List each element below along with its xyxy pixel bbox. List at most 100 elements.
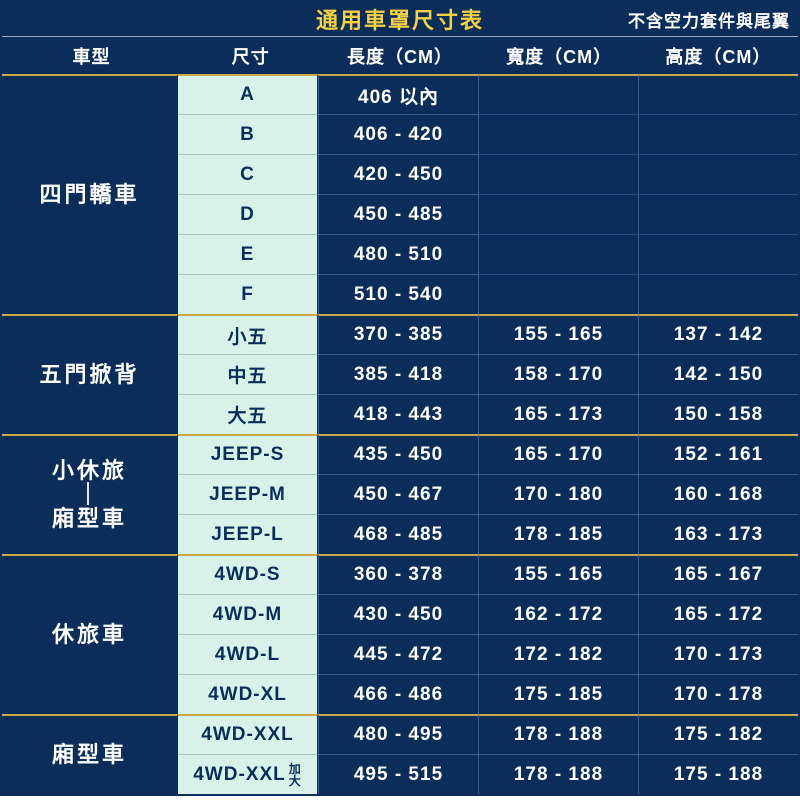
table-row: 中五385 - 418158 - 170142 - 150 bbox=[178, 354, 798, 394]
height-cell: 160 - 168 bbox=[638, 474, 798, 514]
group-label: 小休旅｜廂型車 bbox=[2, 434, 178, 554]
group-label: 廂型車 bbox=[2, 714, 178, 794]
size-cell: JEEP-L bbox=[178, 514, 318, 554]
size-cell: F bbox=[178, 274, 318, 314]
size-cell: B bbox=[178, 114, 318, 154]
table-row: 4WD-XL466 - 486175 - 185170 - 178 bbox=[178, 674, 798, 714]
length-cell: 418 - 443 bbox=[318, 394, 478, 434]
header-height: 高度（CM） bbox=[639, 37, 798, 74]
group-label: 五門掀背 bbox=[2, 314, 178, 434]
height-cell: 165 - 172 bbox=[638, 594, 798, 634]
size-cell: JEEP-S bbox=[178, 434, 318, 474]
width-cell: 158 - 170 bbox=[478, 354, 638, 394]
width-cell: 170 - 180 bbox=[478, 474, 638, 514]
group-rows: 4WD-XXL480 - 495178 - 188175 - 1824WD-XX… bbox=[178, 714, 798, 794]
group-label: 休旅車 bbox=[2, 554, 178, 714]
length-cell: 370 - 385 bbox=[318, 314, 478, 354]
height-cell: 165 - 167 bbox=[638, 554, 798, 594]
height-cell: 137 - 142 bbox=[638, 314, 798, 354]
table-row: JEEP-L468 - 485178 - 185163 - 173 bbox=[178, 514, 798, 554]
width-cell bbox=[478, 114, 638, 154]
table-group: 廂型車4WD-XXL480 - 495178 - 188175 - 1824WD… bbox=[2, 714, 798, 794]
length-cell: 445 - 472 bbox=[318, 634, 478, 674]
length-cell: 420 - 450 bbox=[318, 154, 478, 194]
header-row: 車型 尺寸 長度（CM） 寬度（CM） 高度（CM） bbox=[2, 36, 798, 74]
width-cell: 155 - 165 bbox=[478, 314, 638, 354]
width-cell: 165 - 173 bbox=[478, 394, 638, 434]
width-cell bbox=[478, 194, 638, 234]
length-cell: 495 - 515 bbox=[318, 754, 478, 794]
size-cell: 中五 bbox=[178, 354, 318, 394]
height-cell bbox=[638, 194, 798, 234]
table-row: 4WD-S360 - 378155 - 165165 - 167 bbox=[178, 554, 798, 594]
height-cell: 175 - 182 bbox=[638, 714, 798, 754]
length-cell: 466 - 486 bbox=[318, 674, 478, 714]
width-cell: 165 - 170 bbox=[478, 434, 638, 474]
height-cell: 170 - 178 bbox=[638, 674, 798, 714]
header-size: 尺寸 bbox=[181, 37, 320, 74]
length-cell: 430 - 450 bbox=[318, 594, 478, 634]
width-cell bbox=[478, 234, 638, 274]
size-cell: C bbox=[178, 154, 318, 194]
height-cell bbox=[638, 114, 798, 154]
length-cell: 450 - 467 bbox=[318, 474, 478, 514]
height-cell: 152 - 161 bbox=[638, 434, 798, 474]
width-cell: 175 - 185 bbox=[478, 674, 638, 714]
table-row: 4WD-M430 - 450162 - 172165 - 172 bbox=[178, 594, 798, 634]
table-row: 小五370 - 385155 - 165137 - 142 bbox=[178, 314, 798, 354]
width-cell bbox=[478, 154, 638, 194]
table-row: JEEP-M450 - 467170 - 180160 - 168 bbox=[178, 474, 798, 514]
table-group: 五門掀背小五370 - 385155 - 165137 - 142中五385 -… bbox=[2, 314, 798, 434]
header-length: 長度（CM） bbox=[320, 37, 479, 74]
length-cell: 406 - 420 bbox=[318, 114, 478, 154]
size-cell: 4WD-XXL bbox=[178, 714, 318, 754]
height-cell bbox=[638, 74, 798, 114]
width-cell bbox=[478, 274, 638, 314]
size-cell: D bbox=[178, 194, 318, 234]
size-cell: 4WD-M bbox=[178, 594, 318, 634]
table-row: F510 - 540 bbox=[178, 274, 798, 314]
table-row: C420 - 450 bbox=[178, 154, 798, 194]
group-rows: JEEP-S435 - 450165 - 170152 - 161JEEP-M4… bbox=[178, 434, 798, 554]
height-cell bbox=[638, 234, 798, 274]
width-cell: 155 - 165 bbox=[478, 554, 638, 594]
width-cell: 178 - 188 bbox=[478, 714, 638, 754]
width-cell: 162 - 172 bbox=[478, 594, 638, 634]
table-row: 4WD-L445 - 472172 - 182170 - 173 bbox=[178, 634, 798, 674]
table-group: 小休旅｜廂型車JEEP-S435 - 450165 - 170152 - 161… bbox=[2, 434, 798, 554]
group-rows: 小五370 - 385155 - 165137 - 142中五385 - 418… bbox=[178, 314, 798, 434]
width-cell: 178 - 188 bbox=[478, 754, 638, 794]
length-cell: 385 - 418 bbox=[318, 354, 478, 394]
group-rows: A406 以內B406 - 420C420 - 450D450 - 485E48… bbox=[178, 74, 798, 314]
group-rows: 4WD-S360 - 378155 - 165165 - 1674WD-M430… bbox=[178, 554, 798, 714]
length-cell: 435 - 450 bbox=[318, 434, 478, 474]
length-cell: 510 - 540 bbox=[318, 274, 478, 314]
size-cell: 4WD-XL bbox=[178, 674, 318, 714]
table-row: 4WD-XXL加大495 - 515178 - 188175 - 188 bbox=[178, 754, 798, 794]
car-cover-size-table: 通用車罩尺寸表 不含空力套件與尾翼 車型 尺寸 長度（CM） 寬度（CM） 高度… bbox=[0, 0, 800, 796]
group-label: 四門轎車 bbox=[2, 74, 178, 314]
table-row: D450 - 485 bbox=[178, 194, 798, 234]
length-cell: 480 - 510 bbox=[318, 234, 478, 274]
size-cell: 4WD-S bbox=[178, 554, 318, 594]
height-cell: 163 - 173 bbox=[638, 514, 798, 554]
table-row: B406 - 420 bbox=[178, 114, 798, 154]
width-cell bbox=[478, 74, 638, 114]
header-width: 寬度（CM） bbox=[480, 37, 639, 74]
size-cell: 大五 bbox=[178, 394, 318, 434]
table-row: E480 - 510 bbox=[178, 234, 798, 274]
table-row: 大五418 - 443165 - 173150 - 158 bbox=[178, 394, 798, 434]
size-cell: E bbox=[178, 234, 318, 274]
size-cell: 4WD-XXL加大 bbox=[178, 754, 318, 794]
width-cell: 172 - 182 bbox=[478, 634, 638, 674]
height-cell: 142 - 150 bbox=[638, 354, 798, 394]
height-cell bbox=[638, 154, 798, 194]
size-cell: JEEP-M bbox=[178, 474, 318, 514]
table-row: JEEP-S435 - 450165 - 170152 - 161 bbox=[178, 434, 798, 474]
height-cell: 150 - 158 bbox=[638, 394, 798, 434]
length-cell: 406 以內 bbox=[318, 74, 478, 114]
table-row: A406 以內 bbox=[178, 74, 798, 114]
height-cell: 170 - 173 bbox=[638, 634, 798, 674]
height-cell: 175 - 188 bbox=[638, 754, 798, 794]
size-cell: A bbox=[178, 74, 318, 114]
